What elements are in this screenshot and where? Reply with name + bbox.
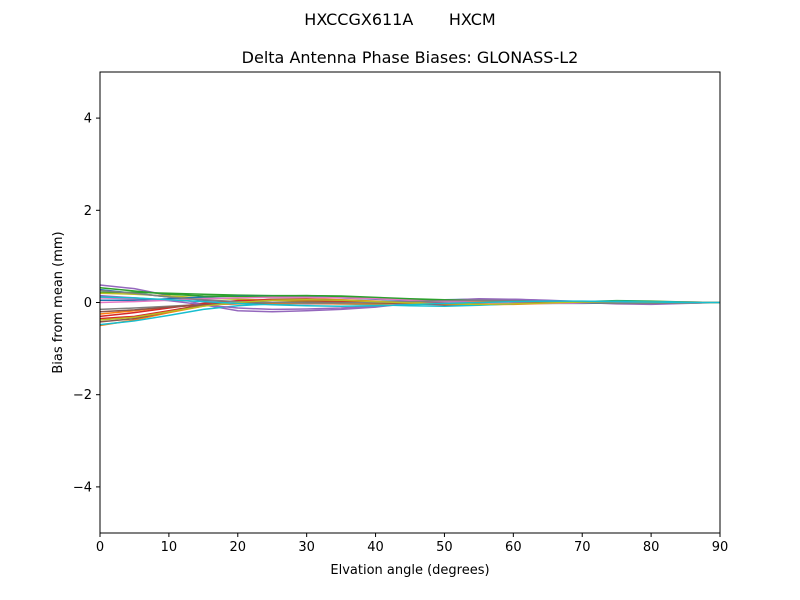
chart-title: Delta Antenna Phase Biases: GLONASS-L2 [241,48,579,67]
x-tick-label: 0 [96,540,104,555]
x-tick-label: 80 [643,540,660,555]
x-tick-label: 30 [298,540,315,555]
x-axis: 0 10 20 30 40 50 60 70 80 90 [96,533,728,555]
x-tick-label: 60 [505,540,522,555]
x-tick-label: 40 [367,540,384,555]
x-axis-label: Elvation angle (degrees) [330,563,489,578]
x-tick-label: 50 [436,540,453,555]
x-tick-label: 90 [712,540,729,555]
series-line-18 [99,289,721,305]
y-tick-label: 0 [84,296,92,311]
y-axis: −4 −2 0 2 4 [73,112,100,495]
series-layer [99,284,721,327]
x-tick-label: 20 [230,540,247,555]
y-axis-label: Bias from mean (mm) [51,231,66,373]
y-tick-label: −2 [73,388,92,403]
x-tick-label: 10 [161,540,178,555]
series-line-20 [99,296,720,307]
figure-suptitle: HXCCGX611A HXCM [304,10,496,29]
series-line-17 [99,296,720,305]
y-tick-label: −4 [73,480,92,495]
y-tick-label: 2 [84,204,92,219]
y-tick-label: 4 [84,112,92,127]
x-tick-label: 70 [574,540,591,555]
